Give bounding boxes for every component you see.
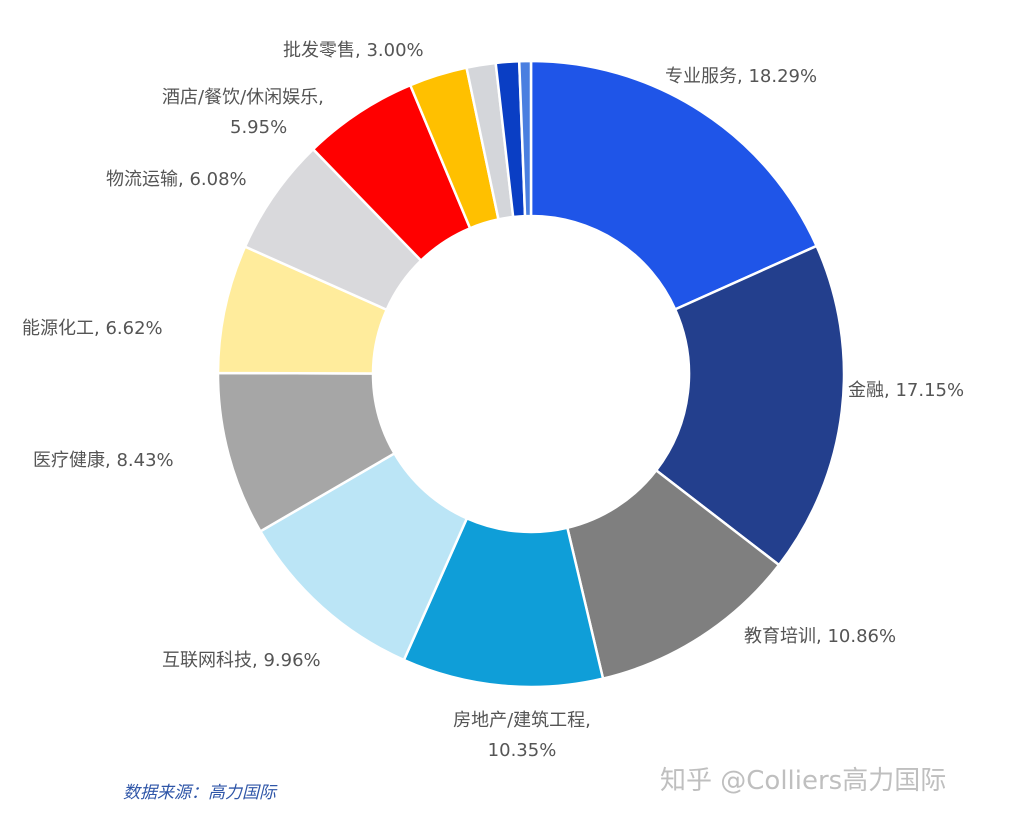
slice-label-line: 专业服务, 18.29% <box>665 66 817 87</box>
donut-slices <box>216 59 846 689</box>
source-note: 数据来源：高力国际 <box>123 783 276 803</box>
slice-label-7: 物流运输, 6.08% <box>106 169 247 190</box>
slice-label-4: 互联网科技, 9.96% <box>162 650 321 671</box>
slice-label-line: 物流运输, 6.08% <box>106 169 247 190</box>
slice-label-line: 金融, 17.15% <box>848 380 964 401</box>
slice-labels: 专业服务, 18.29% 金融, 17.15% 教育培训, 10.86% 房地产/建筑… <box>22 40 964 761</box>
slice-label-3: 房地产/建筑工程, 10.35% <box>453 710 591 761</box>
slice-label-8: 酒店/餐饮/休闲娱乐, 5.95% <box>162 87 324 138</box>
donut-slice-0 <box>529 59 819 312</box>
slice-label-0: 专业服务, 18.29% <box>665 66 817 87</box>
slice-label-line: 医疗健康, 8.43% <box>33 450 174 471</box>
slice-label-line: 酒店/餐饮/休闲娱乐, <box>162 87 324 108</box>
donut-slice-12 <box>517 59 533 218</box>
slice-label-9: 批发零售, 3.00% <box>283 40 424 61</box>
slice-label-5: 医疗健康, 8.43% <box>33 450 174 471</box>
slice-label-6: 能源化工, 6.62% <box>22 318 163 339</box>
slice-label-line: 批发零售, 3.00% <box>283 40 424 61</box>
slice-label-line: 能源化工, 6.62% <box>22 318 163 339</box>
slice-label-line: 教育培训, 10.86% <box>744 626 896 647</box>
slice-label-line: 房地产/建筑工程, <box>453 710 591 731</box>
donut-slice-1 <box>654 244 846 567</box>
slice-label-2: 教育培训, 10.86% <box>744 626 896 647</box>
slice-label-line: 10.35% <box>488 740 557 761</box>
slice-label-1: 金融, 17.15% <box>848 380 964 401</box>
slice-label-line: 5.95% <box>230 117 287 138</box>
slice-label-line: 互联网科技, 9.96% <box>162 650 321 671</box>
watermark: 知乎 @Colliers高力国际 <box>660 766 947 796</box>
